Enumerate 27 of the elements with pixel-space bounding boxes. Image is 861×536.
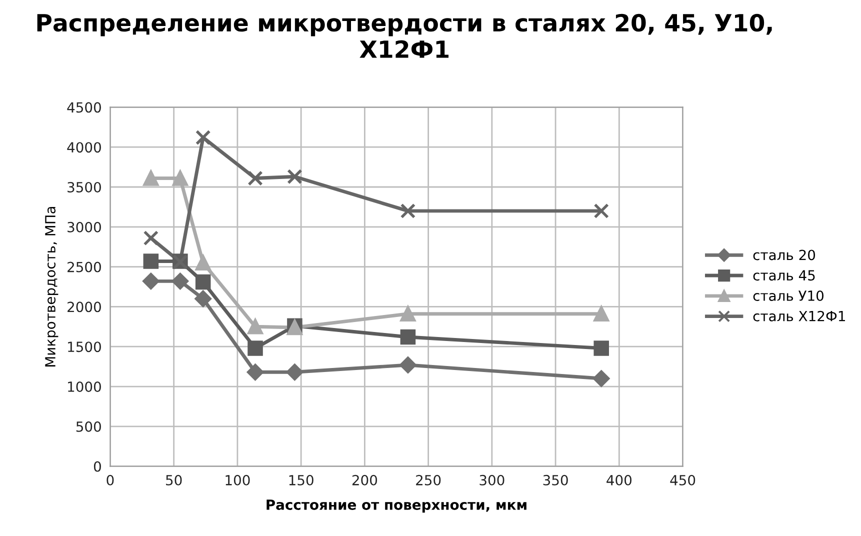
x-tick-label: 0: [106, 474, 114, 486]
x-tick-label: 400: [606, 474, 632, 486]
y-tick-label: 1000: [68, 381, 101, 392]
x-tick-label: 50: [166, 474, 182, 486]
x-tick-label: 250: [416, 474, 441, 486]
y-tick-label: 3500: [68, 182, 101, 192]
y-tick-label: 0: [94, 461, 101, 472]
x-tick-label: 100: [226, 474, 250, 486]
legend-label: сталь У10: [753, 290, 824, 301]
y-tick-label: 2500: [68, 262, 101, 272]
x-tick-label: 150: [289, 474, 314, 486]
y-tick-label: 4500: [67, 102, 101, 113]
legend-label: сталь Х12Ф1: [753, 310, 845, 322]
chart-title: Распределение микротвердости в сталях 20, 45, У10, Х12Ф1: [37, 14, 772, 58]
y-tick-label: 1500: [68, 342, 101, 352]
y-tick-label: 2000: [68, 302, 101, 312]
y-tick-label: 4000: [67, 142, 101, 153]
y-tick-label: 3000: [68, 222, 101, 232]
x-axis-title: Расстояние от поверхности, мкм: [266, 500, 526, 513]
x-tick-label: 350: [543, 474, 568, 486]
x-tick-label: 200: [352, 474, 378, 486]
legend-label: сталь 20: [753, 250, 816, 260]
legend-label: сталь 45: [753, 270, 815, 281]
y-tick-label: 500: [76, 421, 101, 432]
y-axis-title: Микротвердость, МПа: [45, 206, 58, 366]
x-tick-label: 300: [480, 474, 504, 486]
x-tick-label: 450: [670, 474, 696, 486]
